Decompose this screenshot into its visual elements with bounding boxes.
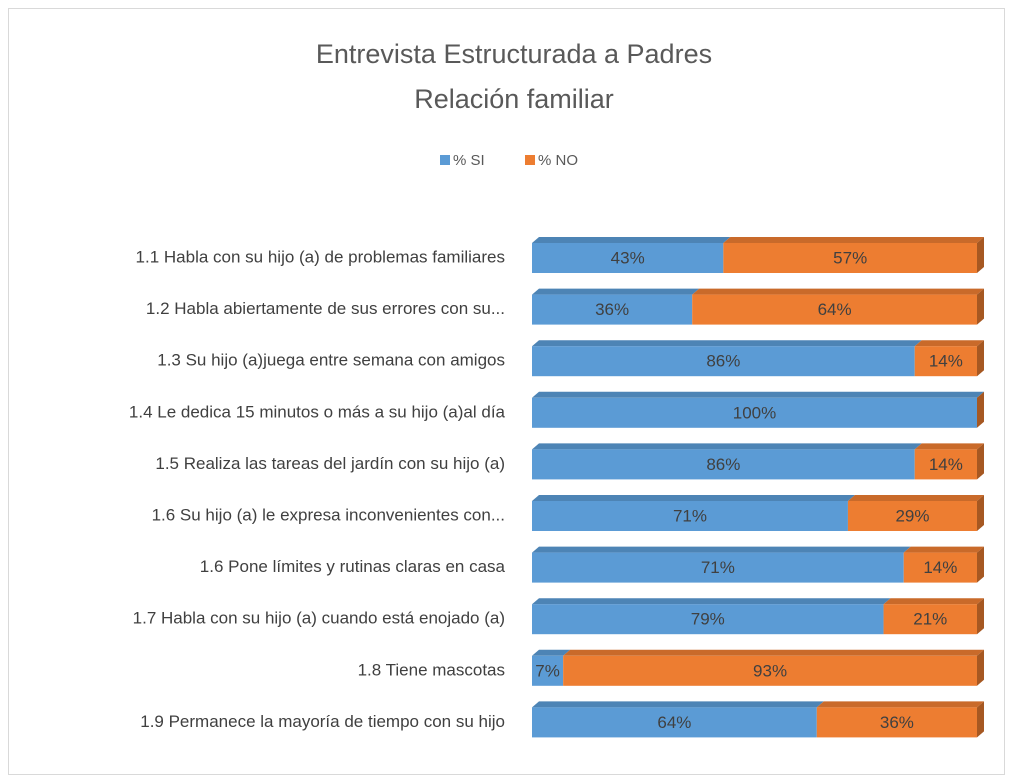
legend-swatch [525, 155, 535, 165]
bar [532, 501, 848, 531]
bar [723, 243, 977, 273]
bar [532, 397, 977, 428]
data-label: 29% [895, 506, 929, 525]
data-label: 71% [701, 558, 735, 577]
bar-side [977, 340, 984, 377]
bar-side [977, 701, 984, 738]
bar-side [977, 443, 984, 480]
category-label: 1.9 Permanece la mayoría de tiempo con s… [140, 712, 505, 731]
bar-side [977, 237, 984, 273]
bar-side [977, 391, 984, 428]
data-label: 36% [880, 713, 914, 732]
bar-top [723, 237, 984, 243]
data-label: 79% [691, 610, 725, 629]
legend-label: % NO [538, 152, 578, 169]
bar-top [914, 443, 984, 450]
category-label: 1.3 Su hijo (a)juega entre semana con am… [157, 351, 505, 370]
bar [532, 552, 904, 583]
bar [914, 449, 977, 480]
data-label: 36% [595, 300, 629, 319]
legend-swatch [440, 155, 450, 165]
category-label: 1.8 Tiene mascotas [358, 660, 505, 679]
category-label: 1.6 Su hijo (a) le expresa inconveniente… [152, 505, 505, 524]
chart-title: Entrevista Estructurada a Padres [316, 39, 712, 69]
category-label: 1.6 Pone límites y rutinas claras en cas… [200, 557, 506, 576]
bar-top [532, 649, 571, 656]
data-label: 14% [923, 558, 957, 577]
bar-top [532, 443, 922, 450]
bar-top [532, 340, 922, 347]
bar [847, 501, 977, 531]
bar-top [532, 495, 855, 501]
bar [532, 243, 724, 273]
legend-label: % SI [453, 152, 485, 169]
data-label: 14% [929, 352, 963, 371]
bar-top [816, 701, 984, 708]
bar [883, 604, 977, 635]
bar-top [914, 340, 984, 347]
data-label: 21% [913, 610, 947, 629]
bar-top [532, 546, 911, 553]
bar-top [532, 237, 731, 243]
bar [532, 655, 564, 686]
data-label: 93% [753, 661, 787, 680]
data-label: 57% [833, 248, 867, 267]
bar-top [903, 546, 984, 553]
chart-border [8, 8, 1005, 775]
category-label: 1.2 Habla abiertamente de sus errores co… [146, 299, 505, 318]
data-label: 64% [657, 713, 691, 732]
bar-side [977, 598, 984, 635]
category-label: 1.5 Realiza las tareas del jardín con su… [155, 454, 505, 473]
data-label: 7% [535, 661, 560, 680]
bar-side [977, 649, 984, 686]
bar [563, 655, 977, 686]
bar-top [532, 598, 891, 605]
bar [532, 449, 915, 480]
bar [914, 346, 977, 377]
bar-top [532, 288, 700, 295]
bar [532, 604, 884, 635]
bar [532, 294, 693, 325]
category-label: 1.1 Habla con su hijo (a) de problemas f… [136, 247, 505, 266]
chart-subtitle: Relación familiar [414, 84, 614, 114]
category-label: 1.7 Habla con su hijo (a) cuando está en… [133, 609, 505, 628]
data-label: 86% [706, 352, 740, 371]
bar-top [883, 598, 984, 605]
bar [532, 346, 915, 377]
bar [903, 552, 977, 583]
data-label: 71% [673, 506, 707, 525]
data-label: 43% [611, 248, 645, 267]
bar-side [977, 495, 984, 531]
bar-top [847, 495, 984, 501]
data-label: 100% [733, 403, 776, 422]
bar-top [532, 701, 824, 708]
bar-top [563, 649, 984, 656]
bar-side [977, 546, 984, 583]
bar [532, 707, 817, 738]
bar-top [532, 391, 984, 398]
data-label: 86% [706, 455, 740, 474]
bar [816, 707, 977, 738]
bar-top [692, 288, 984, 295]
bar-side [977, 288, 984, 325]
data-label: 14% [929, 455, 963, 474]
data-label: 64% [818, 300, 852, 319]
category-label: 1.4 Le dedica 15 minutos o más a su hijo… [129, 402, 506, 421]
bar [692, 294, 977, 325]
